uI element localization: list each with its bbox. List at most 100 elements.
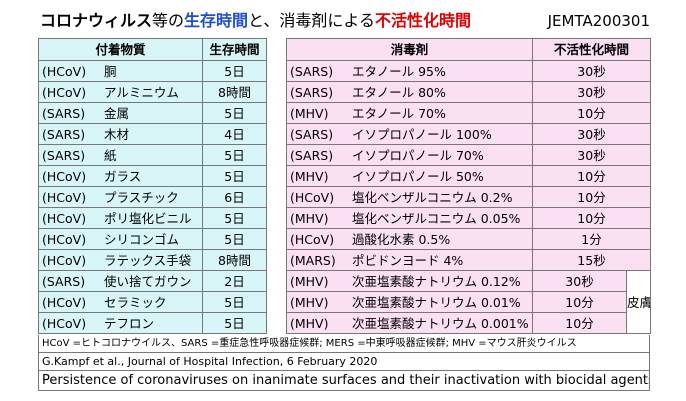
disinfectant-cell: (SARS) エタノール 80%	[286, 81, 533, 103]
virus-source: (HCoV)	[290, 189, 335, 205]
disinfectant-name: 塩化ベンザルコニウム 0.2%	[352, 189, 513, 205]
survival-time-cell: 5日	[202, 207, 267, 229]
material-name: 使い捨てガウン	[104, 273, 192, 289]
material-cell: (HCoV) プラスチック	[38, 186, 203, 208]
survival-time-cell: 4日	[202, 123, 267, 145]
side-note: 皮膚不可	[625, 270, 652, 334]
disinfectant-name: ポビドンヨード 4%	[352, 252, 464, 268]
survival-time-cell: 8時間	[202, 249, 267, 271]
virus-source: (SARS)	[290, 63, 334, 79]
disinfectant-name: 次亜塩素酸ナトリウム 0.01%	[352, 294, 521, 310]
title-connector-2: と、消毒剤による	[248, 11, 375, 30]
inactivation-time-cell: 30秒	[531, 123, 652, 145]
material-name: ガラス	[104, 168, 142, 184]
virus-source: (HCoV)	[42, 63, 87, 79]
table-row: (SARS) 木材 4日 (SARS) イソプロパノール 100% 30秒	[38, 123, 652, 145]
material-cell: (HCoV) ポリ塩化ビニル	[38, 207, 203, 229]
inactivation-time-cell: 10分	[531, 186, 652, 208]
header-material: 付着物質	[38, 38, 203, 61]
page-title: コロナウィルス等の生存時間と、消毒剤による不活性化時間 JEMTA200301	[40, 8, 658, 34]
material-name: 紙	[104, 147, 117, 163]
table-row: (SARS) 紙 5日 (SARS) イソプロパノール 70% 30秒	[38, 144, 652, 166]
virus-source: (HCoV)	[42, 210, 87, 226]
disinfectant-cell: (SARS) エタノール 95%	[286, 60, 533, 82]
inactivation-time-cell: 10分	[531, 102, 652, 124]
inactivation-time-cell: 10分	[532, 291, 627, 313]
virus-source: (HCoV)	[42, 294, 87, 310]
virus-source: (SARS)	[42, 126, 86, 142]
survival-time-cell: 6日	[202, 186, 267, 208]
column-gap	[266, 249, 287, 271]
column-gap	[266, 81, 287, 103]
virus-source: (MARS)	[290, 252, 336, 268]
inactivation-time-cell: 10分	[531, 165, 652, 187]
survival-time-cell: 2日	[202, 270, 267, 292]
table-row: (HCoV) ポリ塩化ビニル 5日 (MHV) 塩化ベンザルコニウム 0.05% 10分	[38, 207, 652, 229]
virus-source: (MHV)	[290, 294, 329, 310]
inactivation-time-cell: 1分	[531, 228, 652, 250]
material-cell: (HCoV) ガラス	[38, 165, 203, 187]
document-code: JEMTA200301	[547, 12, 650, 30]
inactivation-time-cell: 30秒	[531, 60, 652, 82]
survival-time-cell: 5日	[202, 165, 267, 187]
table-row: (HCoV) 胴 5日 (SARS) エタノール 95% 30秒	[38, 60, 652, 82]
table-row: (HCoV) ガラス 5日 (MHV) イソプロパノール 50% 10分	[38, 165, 652, 187]
header-inactivation-time: 不活性化時間	[531, 38, 652, 61]
inactivation-time-cell: 30秒	[532, 270, 627, 292]
material-cell: (SARS) 使い捨てガウン	[38, 270, 203, 292]
material-name: セラミック	[104, 294, 167, 310]
virus-source: (HCoV)	[42, 315, 87, 331]
disinfectant-name: イソプロパノール 70%	[352, 147, 484, 163]
virus-source: (MHV)	[290, 168, 329, 184]
material-name: アルミニウム	[104, 84, 179, 100]
table-row: (HCoV) セラミック 5日 (MHV) 次亜塩素酸ナトリウム 0.01% 10分	[38, 291, 651, 313]
column-gap	[266, 102, 287, 124]
material-name: プラスチック	[104, 189, 179, 205]
column-gap	[266, 165, 287, 187]
virus-source: (SARS)	[290, 84, 334, 100]
material-cell: (HCoV) 胴	[38, 60, 203, 82]
table-row: (HCoV) ラテックス手袋 8時間 (MARS) ポビドンヨード 4% 15秒	[38, 249, 652, 271]
disinfectant-cell: (MHV) 次亜塩素酸ナトリウム 0.12%	[286, 270, 533, 292]
inactivation-time-cell: 30秒	[531, 144, 652, 166]
survival-time-cell: 5日	[202, 102, 267, 124]
virus-source: (HCoV)	[42, 252, 87, 268]
material-name: ラテックス手袋	[104, 252, 192, 268]
disinfectant-name: エタノール 80%	[352, 84, 446, 100]
inactivation-time-cell: 10分	[532, 312, 627, 334]
virus-source: (SARS)	[290, 126, 334, 142]
column-gap	[266, 270, 287, 292]
title-connector-1: 等の	[152, 11, 185, 30]
survival-time-cell: 5日	[202, 60, 267, 82]
material-cell: (SARS) 金属	[38, 102, 203, 124]
disinfectant-name: エタノール 70%	[352, 105, 446, 121]
citation: G.Kampf et al., Journal of Hospital Infe…	[38, 353, 650, 371]
title-inactivation-time: 不活性化時間	[374, 11, 471, 30]
table-row: (HCoV) プラスチック 6日 (HCoV) 塩化ベンザルコニウム 0.2% 10分	[38, 186, 652, 208]
abbreviation-note: HCoV =ヒトコロナウイルス、SARS =重症急性呼吸器症候群; MERS =…	[38, 335, 650, 353]
virus-source: (SARS)	[42, 105, 86, 121]
disinfectant-cell: (HCoV) 塩化ベンザルコニウム 0.2%	[286, 186, 533, 208]
title-survival-time: 生存時間	[184, 11, 249, 30]
material-cell: (SARS) 木材	[38, 123, 203, 145]
virus-source: (HCoV)	[290, 231, 335, 247]
paper-title: Persistence of coronaviruses on inanimat…	[38, 371, 650, 391]
material-cell: (HCoV) セラミック	[38, 291, 203, 313]
disinfectant-name: エタノール 95%	[352, 63, 446, 79]
survival-time-cell: 5日	[202, 312, 267, 334]
disinfectant-cell: (MHV) エタノール 70%	[286, 102, 533, 124]
disinfectant-name: 過酸化水素 0.5%	[352, 231, 451, 247]
disinfectant-cell: (MHV) 次亜塩素酸ナトリウム 0.001%	[286, 312, 533, 334]
disinfectant-cell: (MHV) 塩化ベンザルコニウム 0.05%	[286, 207, 533, 229]
material-name: シリコンゴム	[104, 231, 180, 247]
data-table: 付着物質 生存時間 消毒剤 不活性化時間 (HCoV) 胴 5日 (SARS) エタノー…	[38, 38, 652, 334]
virus-source: (HCoV)	[42, 189, 87, 205]
survival-time-cell: 5日	[202, 144, 267, 166]
virus-source: (HCoV)	[42, 231, 87, 247]
header-disinfectant: 消毒剤	[286, 38, 533, 61]
material-name: 木材	[104, 126, 130, 142]
material-name: ポリ塩化ビニル	[104, 210, 192, 226]
virus-source: (SARS)	[42, 273, 86, 289]
column-gap	[266, 144, 287, 166]
disinfectant-cell: (MHV) イソプロパノール 50%	[286, 165, 533, 187]
